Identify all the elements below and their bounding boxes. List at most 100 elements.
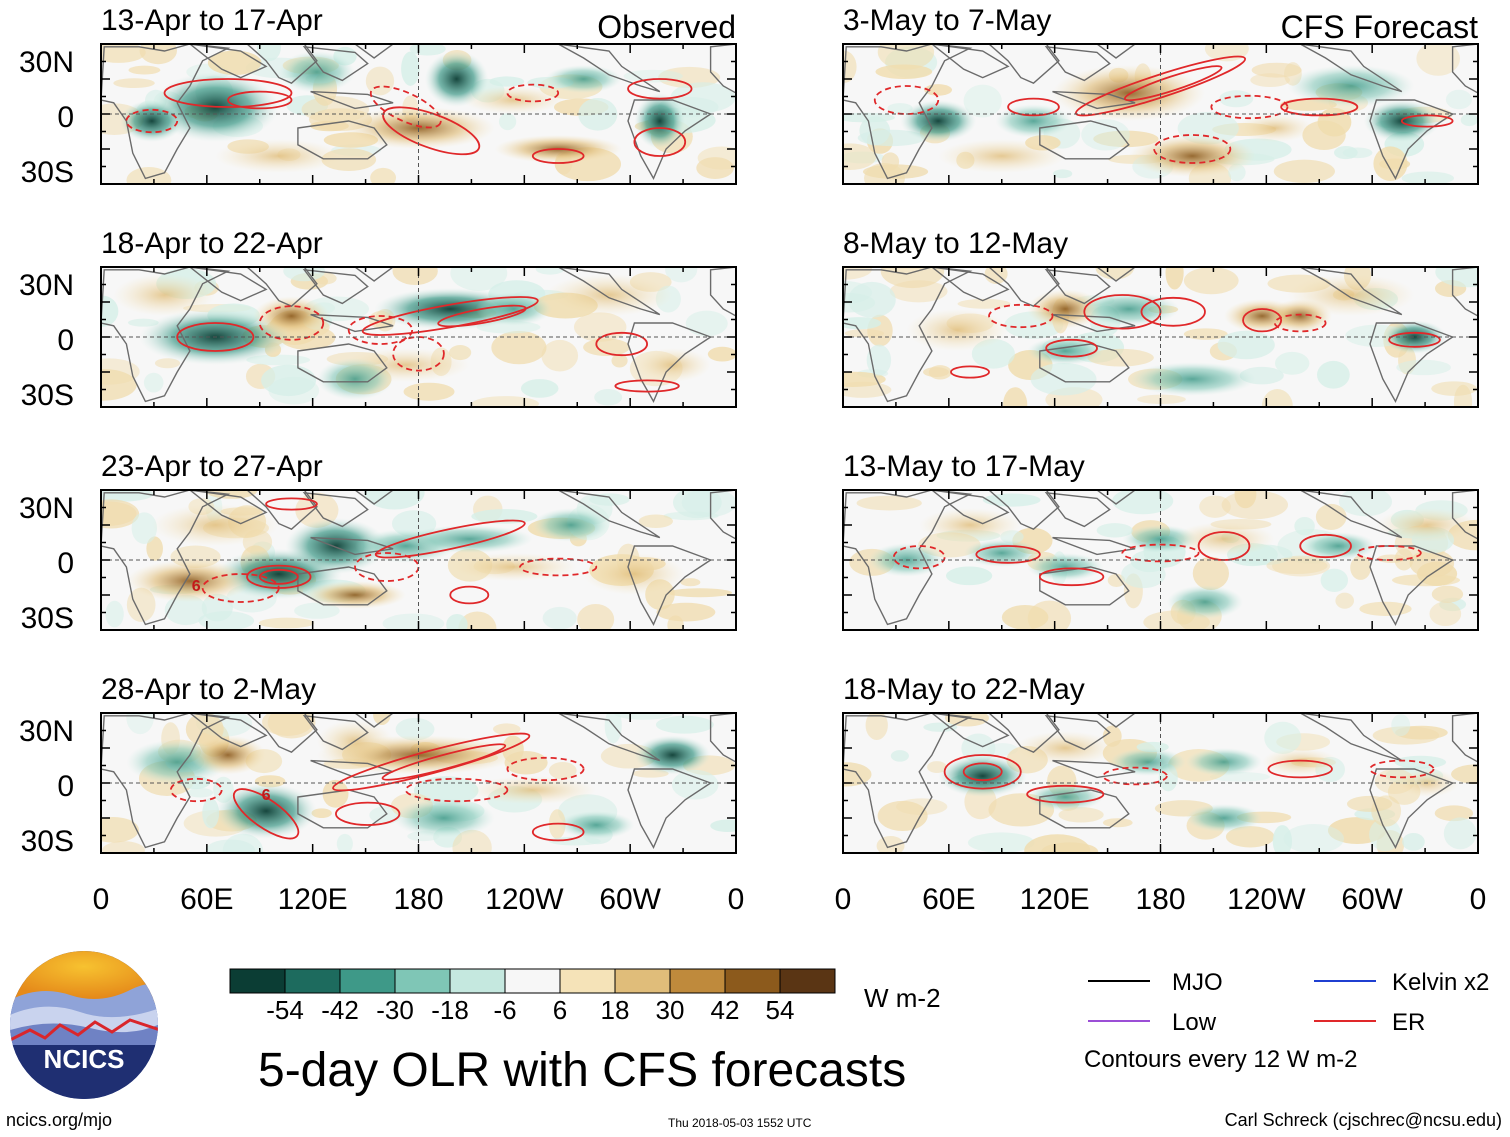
er-contour [595, 331, 648, 357]
wet-anomaly-patch [655, 715, 714, 734]
panel-label: 23-Apr to 27-Apr [101, 450, 323, 483]
dry-anomaly-patch [577, 603, 615, 630]
coastline [843, 267, 973, 403]
dry-anomaly-patch [1416, 44, 1460, 76]
wet-anomaly-patch [848, 281, 896, 318]
colorbar-swatch [669, 968, 726, 994]
er-contour [1210, 94, 1289, 120]
wet-anomaly-patch [131, 512, 157, 544]
dry-anomaly-region [1262, 748, 1339, 776]
coastline [1369, 322, 1455, 403]
coastline [310, 90, 394, 110]
dry-anomaly-patch [1453, 384, 1473, 407]
contour-note: Contours every 12 W m-2 [1084, 1046, 1358, 1073]
y-tick-label: 30S [21, 379, 74, 412]
wet-anomaly-patch [681, 490, 736, 518]
coastline [188, 713, 268, 748]
dry-anomaly-patch [1261, 389, 1293, 407]
dry-anomaly-patch [1003, 387, 1028, 407]
olr-map-panel [842, 712, 1479, 854]
coastline [297, 120, 388, 160]
wet-anomaly-region [532, 508, 610, 542]
y-tick-label: 0 [57, 101, 74, 134]
colorbar-tick-label: 42 [711, 995, 740, 1025]
er-contour [169, 777, 223, 803]
wet-anomaly-patch [963, 84, 1002, 118]
dry-anomaly-region [583, 553, 686, 595]
y-tick-label: 30S [21, 825, 74, 858]
er-contour [633, 127, 687, 157]
coastline [627, 99, 713, 180]
dry-anomaly-patch [875, 64, 933, 80]
author-credit: Carl Schreck (cjschrec@ncsu.edu) [1224, 1110, 1502, 1130]
wet-anomaly-patch [126, 713, 154, 735]
olr-map-panel: 6 [100, 712, 737, 854]
olr-map-panel [842, 43, 1479, 185]
credit-url[interactable]: ncics.org/mjo [6, 1110, 113, 1130]
wet-anomaly-patch [205, 839, 256, 853]
x-tick-label: 60E [180, 883, 233, 916]
dry-anomaly-patch [101, 817, 139, 843]
dry-anomaly-patch [843, 267, 873, 280]
coastline [297, 566, 388, 606]
dry-anomaly-patch [844, 329, 885, 338]
panel-label: 13-Apr to 17-Apr [101, 4, 323, 37]
colorbar-tick-label: -54 [266, 995, 304, 1025]
wet-anomaly-patch [471, 509, 538, 524]
dry-anomaly-region [1236, 114, 1313, 142]
wet-anomaly-region [938, 755, 1028, 797]
panel-label: 13-May to 17-May [843, 450, 1085, 483]
er-contour [374, 519, 526, 559]
dry-anomaly-patch [707, 346, 736, 362]
dry-anomaly-region [215, 139, 343, 173]
er-contour [950, 365, 990, 379]
coastline [1299, 490, 1403, 539]
wet-anomaly-patch [1342, 147, 1373, 159]
coastline [557, 713, 661, 762]
coastline [101, 713, 231, 849]
wet-anomaly-region [1027, 783, 1104, 811]
x-tick-label: 0 [835, 883, 852, 916]
wet-anomaly-patch [261, 364, 317, 397]
coastline [987, 44, 1060, 85]
coastline [297, 789, 388, 829]
wet-anomaly-patch [1402, 832, 1425, 851]
coastline [302, 714, 369, 751]
dry-anomaly-patch [1183, 267, 1239, 295]
colorbar-tick-label: -30 [376, 995, 414, 1025]
er-contour [1369, 759, 1435, 779]
wet-anomaly-patch [685, 310, 728, 337]
er-contour [437, 304, 527, 328]
dry-anomaly-patch [865, 713, 888, 740]
legend-label-mjo: MJO [1172, 969, 1223, 996]
dry-anomaly-patch [638, 514, 673, 528]
coastline [246, 267, 318, 308]
coastline [1369, 99, 1455, 180]
wet-anomaly-patch [364, 490, 425, 510]
er-contour [258, 568, 299, 585]
coastline [353, 713, 395, 728]
y-tick-label: 30S [21, 602, 74, 635]
logo-text: NCICS [44, 1044, 125, 1074]
dry-anomaly-patch [656, 602, 716, 622]
er-contour [1102, 766, 1168, 786]
dry-anomaly-patch [258, 617, 315, 629]
coastline [1039, 120, 1130, 160]
wet-anomaly-patch [382, 613, 445, 630]
coastline [302, 45, 369, 82]
dry-anomaly-patch [154, 358, 181, 369]
colorbar-tick-label: 54 [766, 995, 795, 1025]
dry-anomaly-region [113, 274, 216, 316]
dry-anomaly-patch [667, 588, 733, 598]
wet-anomaly-patch [1320, 568, 1349, 592]
dry-anomaly-patch [1372, 726, 1440, 745]
dry-anomaly-patch [696, 157, 734, 179]
x-tick-label: 120W [485, 883, 564, 916]
x-tick-label: 120E [278, 883, 348, 916]
coastline [1095, 713, 1137, 728]
coastline [353, 44, 395, 59]
wet-anomaly-patch [1445, 89, 1472, 110]
y-tick-label: 30N [19, 715, 74, 748]
coastline [1044, 268, 1111, 305]
